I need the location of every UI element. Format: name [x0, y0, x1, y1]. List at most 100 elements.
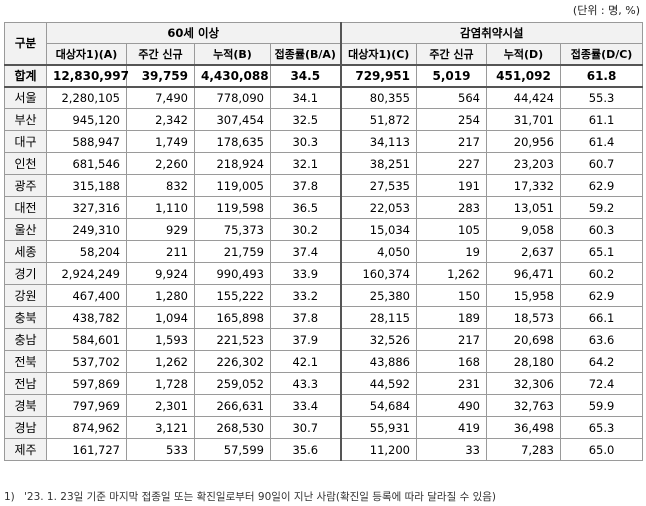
region-cell: 합계	[4, 63, 47, 87]
table-row: 제주 161,727 533 57,599 35.6 11,200 33 7,283 65.0	[4, 438, 644, 461]
value-cell: 990,493	[194, 262, 271, 285]
value-cell: 32,526	[339, 328, 417, 351]
value-cell: 15,958	[486, 284, 561, 307]
value-cell: 588,947	[46, 130, 127, 153]
value-cell: 37.8	[270, 306, 341, 329]
value-cell: 729,951	[339, 63, 417, 87]
value-cell: 61.8	[559, 63, 644, 87]
value-cell: 43,886	[339, 350, 417, 373]
value-cell: 63.6	[559, 328, 644, 351]
value-cell: 39,759	[126, 63, 195, 87]
table-row: 전북 537,702 1,262 226,302 42.1 43,886 168 28,180…	[4, 350, 644, 373]
group-header-60plus: 60세 이상	[46, 22, 341, 44]
value-cell: 37.8	[270, 174, 341, 197]
value-cell: 307,454	[194, 108, 271, 131]
group-header-vulnerable-facilities: 감염취약시설	[339, 22, 644, 44]
region-cell: 울산	[4, 218, 47, 241]
region-cell: 대전	[4, 196, 47, 219]
value-cell: 467,400	[46, 284, 127, 307]
value-cell: 1,110	[126, 196, 195, 219]
value-cell: 537,702	[46, 350, 127, 373]
value-cell: 419	[416, 416, 487, 439]
footnote-mark: 1)	[4, 491, 15, 503]
value-cell: 27,535	[339, 174, 417, 197]
value-cell: 1,280	[126, 284, 195, 307]
region-cell: 경북	[4, 394, 47, 417]
value-cell: 30.3	[270, 130, 341, 153]
value-cell: 32,763	[486, 394, 561, 417]
value-cell: 438,782	[46, 306, 127, 329]
value-cell: 1,728	[126, 372, 195, 395]
value-cell: 20,698	[486, 328, 561, 351]
value-cell: 13,051	[486, 196, 561, 219]
value-cell: 259,052	[194, 372, 271, 395]
column-header: 접종률(B/A)	[270, 43, 341, 65]
value-cell: 34.5	[270, 63, 341, 87]
value-cell: 37.4	[270, 240, 341, 263]
value-cell: 51,872	[339, 108, 417, 131]
value-cell: 59.2	[559, 196, 644, 219]
value-cell: 945,120	[46, 108, 127, 131]
value-cell: 217	[416, 328, 487, 351]
region-cell: 부산	[4, 108, 47, 131]
region-cell: 세종	[4, 240, 47, 263]
value-cell: 75,373	[194, 218, 271, 241]
value-cell: 2,260	[126, 152, 195, 175]
value-cell: 168	[416, 350, 487, 373]
value-cell: 490	[416, 394, 487, 417]
value-cell: 11,200	[339, 438, 417, 461]
value-cell: 268,530	[194, 416, 271, 439]
value-cell: 254	[416, 108, 487, 131]
value-cell: 15,034	[339, 218, 417, 241]
value-cell: 3,121	[126, 416, 195, 439]
value-cell: 60.3	[559, 218, 644, 241]
value-cell: 34.1	[270, 85, 341, 109]
value-cell: 38,251	[339, 152, 417, 175]
table-row: 광주 315,188 832 119,005 37.8 27,535 191 17,332 62…	[4, 174, 644, 197]
value-cell: 35.6	[270, 438, 341, 461]
value-cell: 597,869	[46, 372, 127, 395]
value-cell: 55,931	[339, 416, 417, 439]
value-cell: 227	[416, 152, 487, 175]
region-cell: 충북	[4, 306, 47, 329]
table-row: 인천 681,546 2,260 218,924 32.1 38,251 227 23,203…	[4, 152, 644, 175]
value-cell: 1,262	[416, 262, 487, 285]
value-cell: 61.4	[559, 130, 644, 153]
value-cell: 33.9	[270, 262, 341, 285]
value-cell: 80,355	[339, 85, 417, 109]
value-cell: 1,094	[126, 306, 195, 329]
value-cell: 119,005	[194, 174, 271, 197]
value-cell: 19	[416, 240, 487, 263]
value-cell: 165,898	[194, 306, 271, 329]
value-cell: 217	[416, 130, 487, 153]
value-cell: 37.9	[270, 328, 341, 351]
value-cell: 55.3	[559, 85, 644, 109]
value-cell: 65.1	[559, 240, 644, 263]
value-cell: 2,280,105	[46, 85, 127, 109]
value-cell: 59.9	[559, 394, 644, 417]
value-cell: 28,180	[486, 350, 561, 373]
value-cell: 315,188	[46, 174, 127, 197]
total-row: 합계 12,830,997 39,759 4,430,088 34.5 729,951 5,…	[4, 63, 644, 87]
value-cell: 218,924	[194, 152, 271, 175]
value-cell: 18,573	[486, 306, 561, 329]
value-cell: 189	[416, 306, 487, 329]
value-cell: 62.9	[559, 284, 644, 307]
value-cell: 155,222	[194, 284, 271, 307]
footnote: 1) '23. 1. 23일 기준 마지막 접종일 또는 확진일로부터 90일이 …	[4, 489, 496, 504]
value-cell: 30.7	[270, 416, 341, 439]
value-cell: 36.5	[270, 196, 341, 219]
value-cell: 797,969	[46, 394, 127, 417]
footnote-text: '23. 1. 23일 기준 마지막 접종일 또는 확진일로부터 90일이 지난…	[24, 491, 497, 503]
value-cell: 266,631	[194, 394, 271, 417]
value-cell: 681,546	[46, 152, 127, 175]
value-cell: 7,283	[486, 438, 561, 461]
value-cell: 42.1	[270, 350, 341, 373]
table-row: 울산 249,310 929 75,373 30.2 15,034 105 9,058 60.3	[4, 218, 644, 241]
column-header: 접종률(D/C)	[559, 43, 644, 65]
value-cell: 34,113	[339, 130, 417, 153]
region-cell: 경기	[4, 262, 47, 285]
value-cell: 2,924,249	[46, 262, 127, 285]
value-cell: 96,471	[486, 262, 561, 285]
table-row: 부산 945,120 2,342 307,454 32.5 51,872 254 31,701…	[4, 108, 644, 131]
